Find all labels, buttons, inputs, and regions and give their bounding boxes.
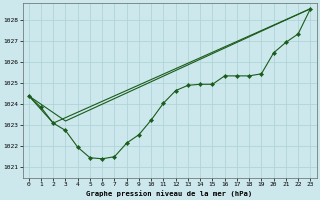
X-axis label: Graphe pression niveau de la mer (hPa): Graphe pression niveau de la mer (hPa) (86, 190, 253, 197)
